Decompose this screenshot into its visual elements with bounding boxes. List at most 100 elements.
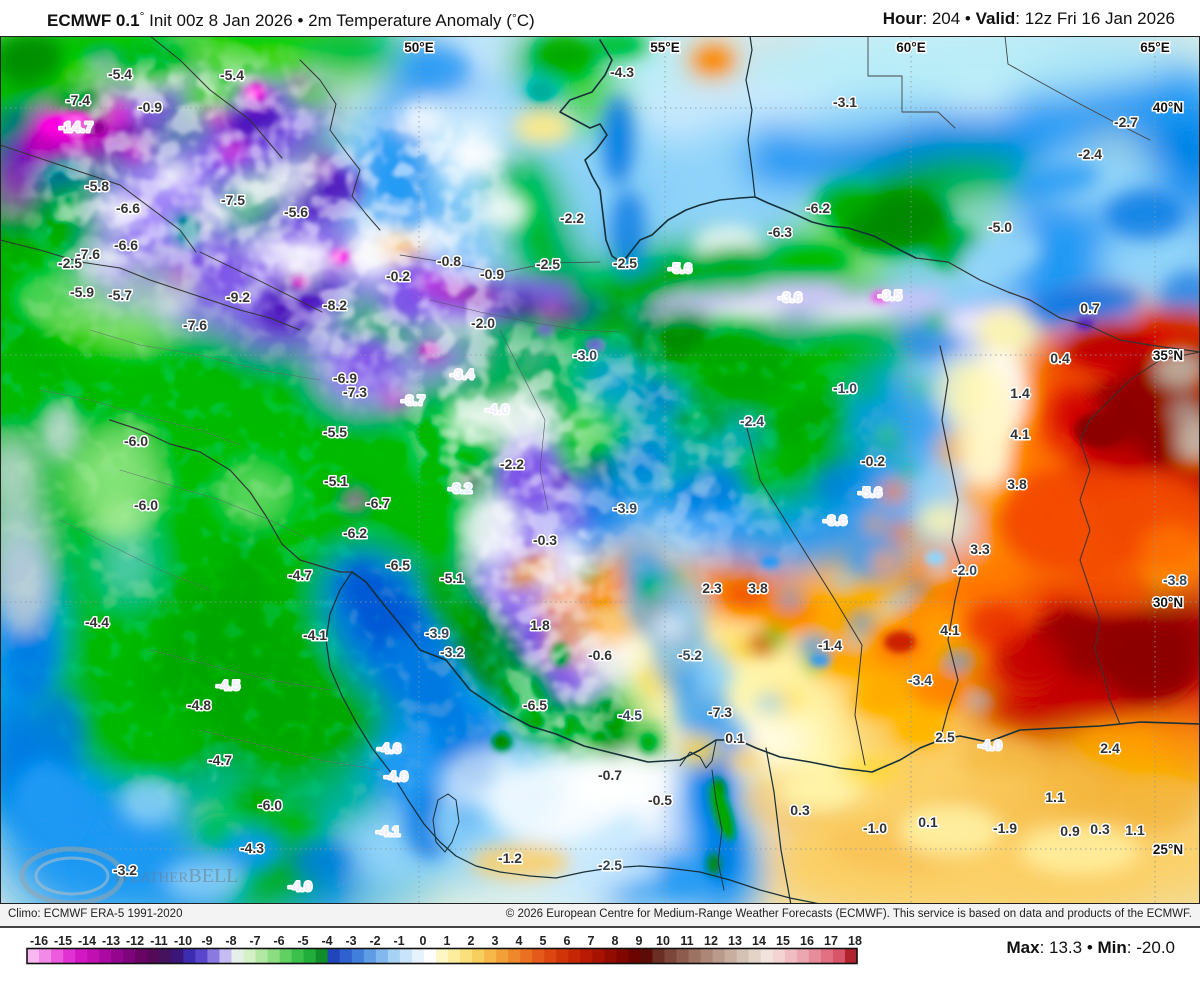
svg-text:-14.7: -14.7 bbox=[59, 119, 93, 136]
svg-text:-0.9: -0.9 bbox=[480, 266, 504, 282]
svg-text:-5.1: -5.1 bbox=[440, 570, 464, 586]
svg-text:12: 12 bbox=[704, 934, 718, 948]
svg-text:-2.5: -2.5 bbox=[613, 255, 637, 271]
svg-text:-15: -15 bbox=[54, 934, 72, 948]
svg-text:1.1: 1.1 bbox=[1125, 822, 1145, 838]
svg-text:-2.5: -2.5 bbox=[58, 255, 82, 271]
svg-text:-2.4: -2.4 bbox=[740, 413, 764, 429]
svg-text:-3.2: -3.2 bbox=[440, 644, 464, 660]
svg-text:WEATHERBELL: WEATHERBELL bbox=[112, 865, 238, 887]
svg-text:2: 2 bbox=[468, 934, 475, 948]
svg-text:4: 4 bbox=[516, 934, 523, 948]
svg-text:-4.0: -4.0 bbox=[384, 768, 408, 784]
svg-text:-9: -9 bbox=[201, 934, 212, 948]
svg-text:-2.2: -2.2 bbox=[500, 456, 524, 472]
svg-text:-4: -4 bbox=[321, 934, 332, 948]
svg-text:-7.4: -7.4 bbox=[66, 92, 90, 108]
svg-text:10: 10 bbox=[656, 934, 670, 948]
svg-text:-4.3: -4.3 bbox=[610, 64, 634, 80]
svg-text:-3.0: -3.0 bbox=[573, 347, 597, 363]
svg-text:-1: -1 bbox=[393, 934, 404, 948]
svg-text:-6.5: -6.5 bbox=[523, 697, 547, 713]
svg-text:-5.4: -5.4 bbox=[220, 67, 244, 83]
svg-text:-3.9: -3.9 bbox=[613, 500, 637, 516]
svg-text:-1.0: -1.0 bbox=[863, 820, 887, 836]
svg-text:2.4: 2.4 bbox=[1100, 740, 1120, 756]
svg-text:1.8: 1.8 bbox=[530, 617, 550, 633]
svg-text:-1.2: -1.2 bbox=[498, 850, 522, 866]
svg-text:55°E: 55°E bbox=[650, 40, 679, 55]
svg-text:-13: -13 bbox=[102, 934, 120, 948]
svg-text:-0.9: -0.9 bbox=[138, 99, 162, 115]
svg-text:0.1: 0.1 bbox=[725, 730, 745, 746]
svg-text:-4.1: -4.1 bbox=[376, 823, 400, 839]
svg-text:-5.9: -5.9 bbox=[70, 284, 94, 300]
svg-text:-12: -12 bbox=[126, 934, 144, 948]
svg-text:50°E: 50°E bbox=[404, 40, 433, 55]
svg-text:25°N: 25°N bbox=[1153, 842, 1183, 857]
svg-text:-6.0: -6.0 bbox=[134, 497, 158, 513]
svg-text:2.5: 2.5 bbox=[935, 729, 955, 745]
svg-text:4.1: 4.1 bbox=[940, 622, 960, 638]
svg-text:-2.0: -2.0 bbox=[471, 315, 495, 331]
svg-text:3.8: 3.8 bbox=[1007, 476, 1027, 492]
svg-text:-5.4: -5.4 bbox=[108, 66, 132, 82]
svg-text:-3.6: -3.6 bbox=[778, 289, 802, 305]
svg-text:-2.5: -2.5 bbox=[598, 857, 622, 873]
svg-text:-7.3: -7.3 bbox=[708, 704, 732, 720]
svg-text:-3.4: -3.4 bbox=[908, 672, 932, 688]
svg-text:-4.0: -4.0 bbox=[485, 401, 509, 417]
svg-text:-7: -7 bbox=[249, 934, 260, 948]
svg-text:-1.4: -1.4 bbox=[818, 637, 842, 653]
svg-text:9: 9 bbox=[636, 934, 643, 948]
svg-text:-5.7: -5.7 bbox=[108, 287, 132, 303]
svg-text:-2.0: -2.0 bbox=[953, 562, 977, 578]
svg-text:-0.6: -0.6 bbox=[588, 647, 612, 663]
svg-text:-3.2: -3.2 bbox=[448, 480, 472, 496]
svg-text:0.3: 0.3 bbox=[790, 802, 810, 818]
svg-text:-2.5: -2.5 bbox=[536, 256, 560, 272]
svg-text:-0.2: -0.2 bbox=[861, 453, 885, 469]
svg-text:-6: -6 bbox=[273, 934, 284, 948]
svg-text:0.1: 0.1 bbox=[918, 814, 938, 830]
svg-text:0.7: 0.7 bbox=[1080, 300, 1100, 316]
svg-text:-5.2: -5.2 bbox=[678, 647, 702, 663]
svg-text:-0.7: -0.7 bbox=[598, 767, 622, 783]
svg-text:1.1: 1.1 bbox=[1045, 789, 1065, 805]
svg-text:-5.6: -5.6 bbox=[668, 260, 692, 276]
svg-text:-11: -11 bbox=[150, 934, 167, 948]
svg-text:-4.3: -4.3 bbox=[240, 840, 264, 856]
svg-text:-1.9: -1.9 bbox=[993, 820, 1017, 836]
svg-text:-0.8: -0.8 bbox=[437, 253, 461, 269]
svg-text:-5.6: -5.6 bbox=[284, 204, 308, 220]
svg-text:-6.2: -6.2 bbox=[343, 525, 367, 541]
svg-text:1.4: 1.4 bbox=[1010, 385, 1030, 401]
svg-text:-6.0: -6.0 bbox=[124, 433, 148, 449]
svg-text:6: 6 bbox=[564, 934, 571, 948]
svg-text:-3.6: -3.6 bbox=[823, 512, 847, 528]
svg-text:0.9: 0.9 bbox=[1060, 823, 1080, 839]
svg-text:-5.5: -5.5 bbox=[323, 424, 347, 440]
svg-text:15: 15 bbox=[776, 934, 790, 948]
svg-text:11: 11 bbox=[680, 934, 693, 948]
svg-text:-4.8: -4.8 bbox=[187, 697, 211, 713]
svg-text:-6.5: -6.5 bbox=[386, 557, 410, 573]
svg-text:2.3: 2.3 bbox=[702, 580, 722, 596]
svg-text:-4.7: -4.7 bbox=[208, 752, 232, 768]
svg-text:3: 3 bbox=[492, 934, 499, 948]
svg-text:8: 8 bbox=[612, 934, 619, 948]
svg-text:-2.4: -2.4 bbox=[1078, 146, 1102, 162]
svg-text:-8.2: -8.2 bbox=[323, 297, 347, 313]
svg-text:-3: -3 bbox=[345, 934, 356, 948]
svg-text:-16: -16 bbox=[30, 934, 48, 948]
svg-text:18: 18 bbox=[848, 934, 862, 948]
svg-text:-10: -10 bbox=[174, 934, 192, 948]
svg-text:13: 13 bbox=[728, 934, 742, 948]
svg-text:-3.5: -3.5 bbox=[878, 287, 902, 303]
svg-text:-9.2: -9.2 bbox=[226, 289, 250, 305]
svg-text:-6.6: -6.6 bbox=[114, 237, 138, 253]
svg-text:-2.2: -2.2 bbox=[560, 210, 584, 226]
svg-text:14: 14 bbox=[752, 934, 766, 948]
svg-text:-7.6: -7.6 bbox=[183, 317, 207, 333]
svg-text:-4.0: -4.0 bbox=[978, 737, 1002, 753]
